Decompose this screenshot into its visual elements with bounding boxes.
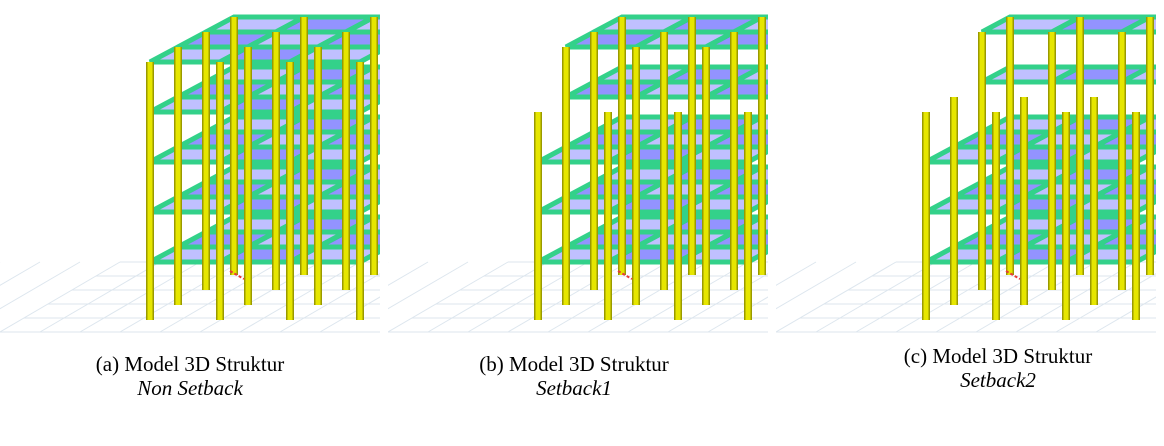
ground-grid xyxy=(388,262,768,332)
grid-line xyxy=(776,262,896,332)
grid-line xyxy=(388,262,508,332)
grid-line xyxy=(280,262,380,332)
panel-setback1: (b) Model 3D Struktur Setback1 xyxy=(388,0,768,446)
caption-subtitle: Setback2 xyxy=(848,368,1148,392)
grid-line xyxy=(0,262,120,332)
caption-subtitle: Setback1 xyxy=(384,376,764,400)
structure-3d-model-a xyxy=(0,0,380,340)
grid-line xyxy=(0,262,80,332)
grid-line xyxy=(388,262,468,332)
structure-3d-model-c xyxy=(776,0,1156,340)
grid-line xyxy=(1056,262,1156,332)
caption-label: (b) Model 3D Struktur xyxy=(384,352,764,376)
caption-a: (a) Model 3D Struktur Non Setback xyxy=(0,352,380,400)
caption-subtitle: Non Setback xyxy=(0,376,380,400)
caption-label: (a) Model 3D Struktur xyxy=(0,352,380,376)
panel-non-setback: (a) Model 3D Struktur Non Setback xyxy=(0,0,380,446)
grid-line xyxy=(816,262,936,332)
grid-line xyxy=(40,262,160,332)
caption-b: (b) Model 3D Struktur Setback1 xyxy=(384,352,764,400)
panel-setback2: (c) Model 3D Struktur Setback2 xyxy=(776,0,1156,446)
grid-line xyxy=(776,262,856,332)
structure-3d-model-b xyxy=(388,0,768,340)
grid-line xyxy=(668,262,768,332)
ground-grid xyxy=(0,262,380,332)
grid-line xyxy=(428,262,548,332)
caption-label: (c) Model 3D Struktur xyxy=(848,344,1148,368)
caption-c: (c) Model 3D Struktur Setback2 xyxy=(848,344,1148,392)
ground-grid xyxy=(776,262,1156,332)
